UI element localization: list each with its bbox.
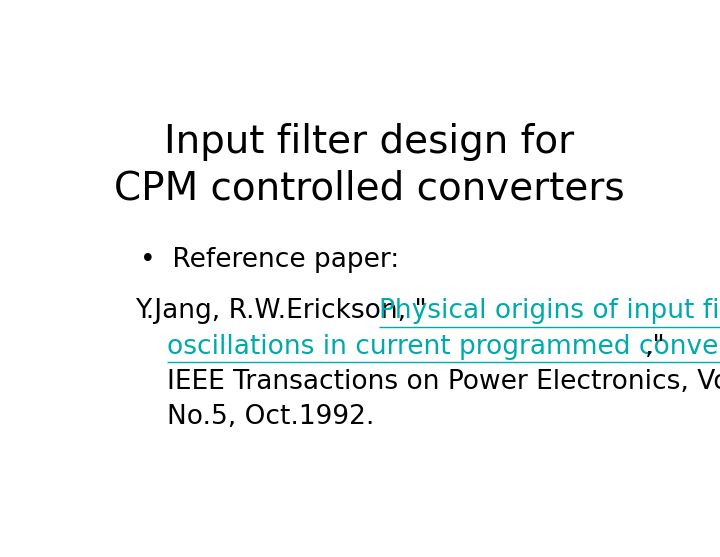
Text: Input filter design for
CPM controlled converters: Input filter design for CPM controlled c… bbox=[114, 123, 624, 208]
Text: •  Reference paper:: • Reference paper: bbox=[140, 247, 400, 273]
Text: Y.Jang, R.W.Erickson, ": Y.Jang, R.W.Erickson, " bbox=[135, 299, 426, 324]
Text: No.5, Oct.1992.: No.5, Oct.1992. bbox=[166, 404, 374, 430]
Text: ,": ," bbox=[645, 334, 666, 360]
Text: IEEE Transactions on Power Electronics, Vol.7,: IEEE Transactions on Power Electronics, … bbox=[166, 369, 720, 395]
Text: Physical origins of input filter: Physical origins of input filter bbox=[379, 299, 720, 324]
Text: oscillations in current programmed converters: oscillations in current programmed conve… bbox=[166, 334, 720, 360]
